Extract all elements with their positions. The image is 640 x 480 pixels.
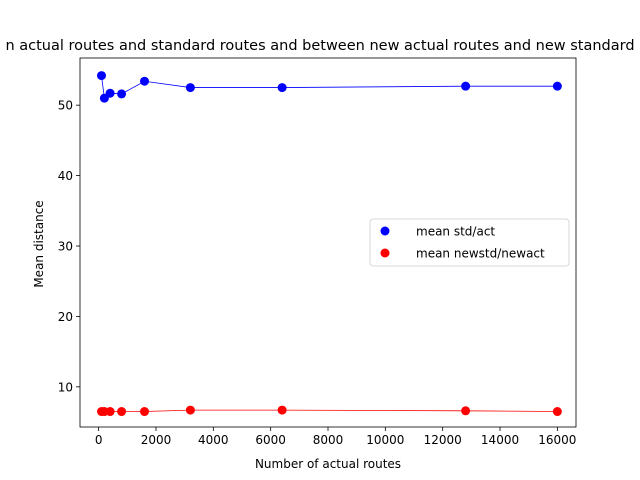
x-tick-label: 14000 — [481, 433, 519, 447]
data-point — [117, 407, 127, 417]
data-point — [97, 71, 107, 81]
data-point — [140, 407, 150, 417]
data-point — [140, 76, 150, 86]
x-tick-label: 8000 — [313, 433, 344, 447]
x-axis-label: Number of actual routes — [255, 457, 401, 471]
legend-label: mean newstd/newact — [416, 247, 545, 261]
data-point — [461, 81, 471, 91]
y-axis-label: Mean distance — [32, 200, 46, 287]
data-point — [552, 81, 562, 91]
y-axis: 10 20 30 40 50 — [58, 99, 80, 394]
data-point — [105, 88, 115, 98]
chart-title: n actual routes and standard routes and … — [5, 38, 634, 54]
y-tick-label: 20 — [58, 310, 73, 324]
legend-marker — [380, 226, 390, 236]
data-point — [185, 405, 195, 415]
data-point — [461, 406, 471, 416]
x-tick-label: 4000 — [198, 433, 229, 447]
data-point — [105, 407, 115, 417]
data-point — [277, 83, 287, 93]
y-tick-label: 30 — [58, 240, 73, 254]
x-axis: 0 2000 4000 6000 8000 10000 12000 14000 16000 — [95, 427, 576, 447]
legend-box — [369, 218, 570, 267]
y-tick-label: 10 — [58, 380, 73, 394]
data-point — [117, 89, 127, 99]
series-1 — [97, 71, 562, 103]
data-point — [552, 407, 562, 417]
x-tick-label: 12000 — [424, 433, 462, 447]
legend: mean std/act mean newstd/newact — [369, 218, 570, 267]
x-tick-label: 0 — [95, 433, 103, 447]
data-point — [185, 83, 195, 93]
legend-label: mean std/act — [416, 225, 495, 239]
plot-area: 0 2000 4000 6000 8000 10000 12000 14000 16000 10… — [58, 57, 576, 447]
x-tick-label: 10000 — [366, 433, 404, 447]
data-point — [277, 405, 287, 415]
series-layer — [97, 71, 562, 417]
x-tick-label: 16000 — [538, 433, 576, 447]
legend-marker — [380, 248, 390, 258]
x-tick-label: 2000 — [141, 433, 172, 447]
y-tick-label: 50 — [58, 99, 73, 113]
y-tick-label: 40 — [58, 169, 73, 183]
series-2 — [97, 405, 562, 417]
x-tick-label: 6000 — [255, 433, 286, 447]
